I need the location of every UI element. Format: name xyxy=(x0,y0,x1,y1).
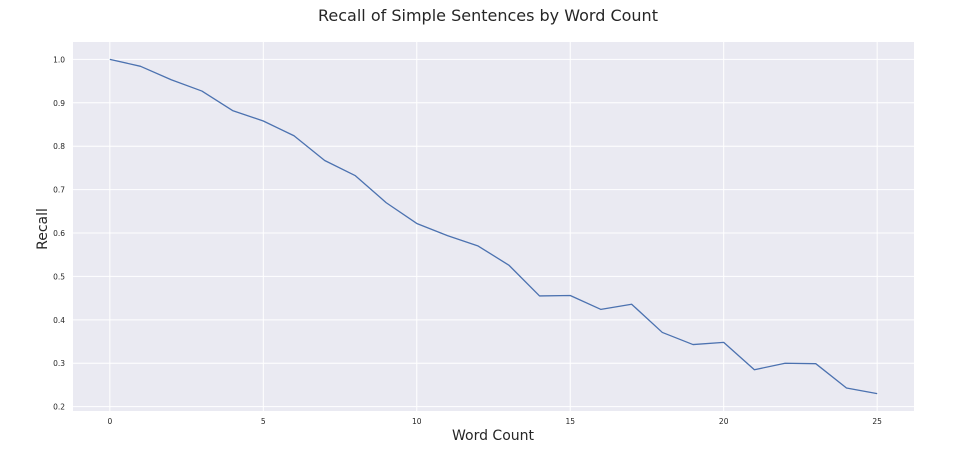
y-axis-label: Recall xyxy=(35,208,51,250)
y-tick-label: 0.7 xyxy=(53,186,65,195)
chart-title: Recall of Simple Sentences by Word Count xyxy=(318,6,658,25)
data-point xyxy=(722,341,725,344)
x-tick-label: 5 xyxy=(261,417,266,426)
data-point xyxy=(108,58,111,61)
data-point xyxy=(507,264,510,267)
data-point xyxy=(845,386,848,389)
y-tick-label: 1.0 xyxy=(53,55,65,64)
data-point xyxy=(139,65,142,68)
data-point xyxy=(415,222,418,225)
data-point xyxy=(170,78,173,81)
data-point xyxy=(784,362,787,365)
y-tick-label: 0.2 xyxy=(53,403,65,412)
data-point xyxy=(200,90,203,93)
data-point xyxy=(354,174,357,177)
y-tick-label: 0.8 xyxy=(53,142,65,151)
data-point xyxy=(814,362,817,365)
y-tick-label: 0.6 xyxy=(53,229,65,238)
data-point xyxy=(231,109,234,112)
data-point xyxy=(538,294,541,297)
grid xyxy=(73,42,914,411)
data-point xyxy=(262,120,265,123)
data-point xyxy=(753,368,756,371)
series-line xyxy=(109,58,878,395)
data-point xyxy=(477,245,480,248)
data-point xyxy=(569,294,572,297)
data-point xyxy=(292,134,295,137)
data-point xyxy=(599,308,602,311)
x-tick-label: 20 xyxy=(719,417,729,426)
ticks: 0 5 10 15 20 25 0.2 0.3 0.4 0.5 0.6 0.7 0.8 0.9 1.0 xyxy=(53,55,882,426)
x-tick-label: 25 xyxy=(872,417,882,426)
plot-background xyxy=(73,42,914,411)
x-axis-label: Word Count xyxy=(452,428,535,444)
series xyxy=(108,58,879,395)
data-point xyxy=(323,159,326,162)
y-tick-label: 0.3 xyxy=(53,359,65,368)
data-point xyxy=(661,331,664,334)
x-tick-label: 10 xyxy=(412,417,422,426)
data-point xyxy=(446,234,449,237)
data-point xyxy=(692,343,695,346)
data-point xyxy=(385,201,388,204)
x-tick-label: 0 xyxy=(107,417,112,426)
y-tick-label: 0.5 xyxy=(53,272,65,281)
x-tick-label: 15 xyxy=(565,417,575,426)
data-point xyxy=(630,303,633,306)
y-tick-label: 0.9 xyxy=(53,99,65,108)
data-point xyxy=(876,392,879,395)
y-tick-label: 0.4 xyxy=(53,316,65,325)
